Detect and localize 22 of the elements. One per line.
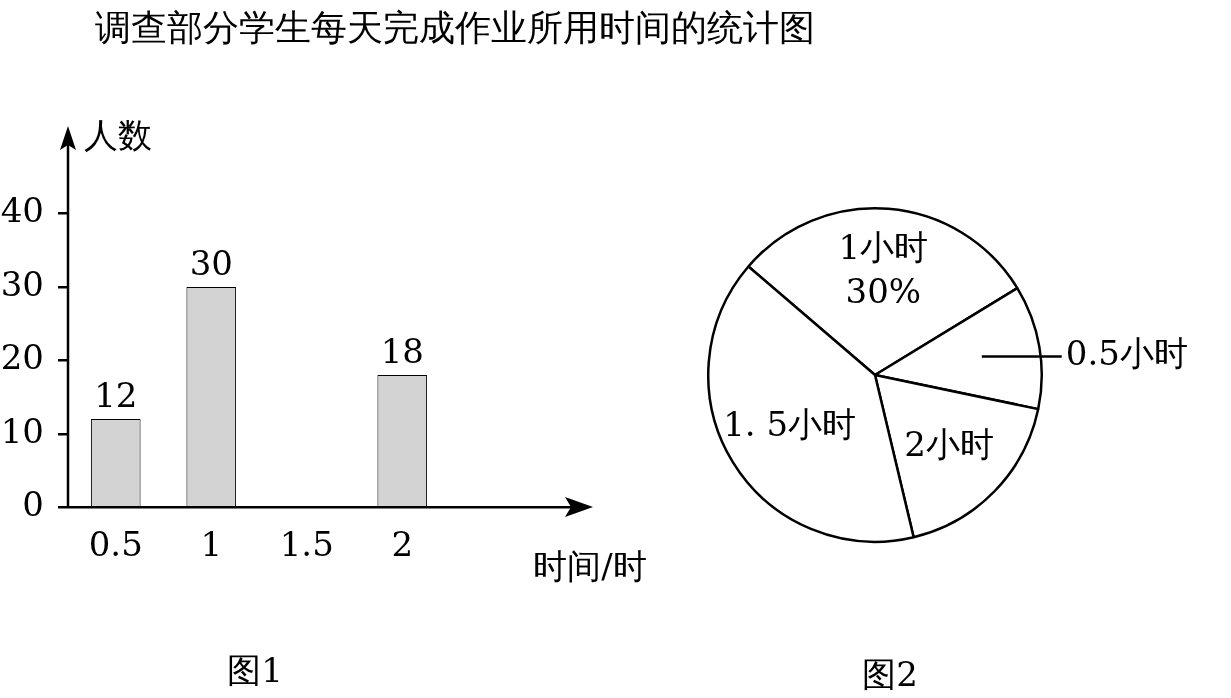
slice-label: 1小时 (838, 226, 929, 267)
slice-label: 0.5小时 (1065, 333, 1188, 374)
y-tick-label: 40 (0, 190, 44, 231)
slice-label: 1. 5小时 (723, 403, 857, 444)
y-tick-label: 20 (0, 337, 44, 378)
data-label: 30% (845, 270, 922, 311)
x-axis-title: 时间/时 (533, 546, 647, 587)
caption: 图2 (862, 653, 918, 694)
data-label: 30 (189, 242, 233, 283)
slice-label: 2小时 (904, 423, 994, 464)
chart-title: 调查部分学生每天完成作业所用时间的统计图 (95, 6, 815, 50)
x-tick-label: 2 (391, 524, 414, 565)
data-label: 12 (94, 374, 138, 415)
x-tick-label: 1 (200, 524, 223, 565)
x-tick-label: 0.5 (88, 524, 143, 565)
x-tick-label: 1.5 (279, 524, 334, 565)
y-tick-label: 0 (22, 484, 44, 525)
y-tick-label: 10 (0, 410, 44, 451)
y-axis-title: 人数 (84, 114, 152, 155)
caption: 图1 (227, 649, 283, 690)
y-tick-label: 30 (0, 263, 44, 304)
data-label: 18 (380, 330, 424, 371)
